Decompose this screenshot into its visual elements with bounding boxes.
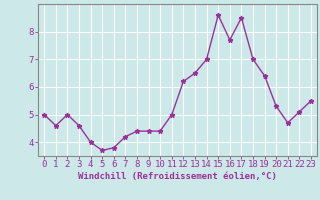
X-axis label: Windchill (Refroidissement éolien,°C): Windchill (Refroidissement éolien,°C) bbox=[78, 172, 277, 181]
